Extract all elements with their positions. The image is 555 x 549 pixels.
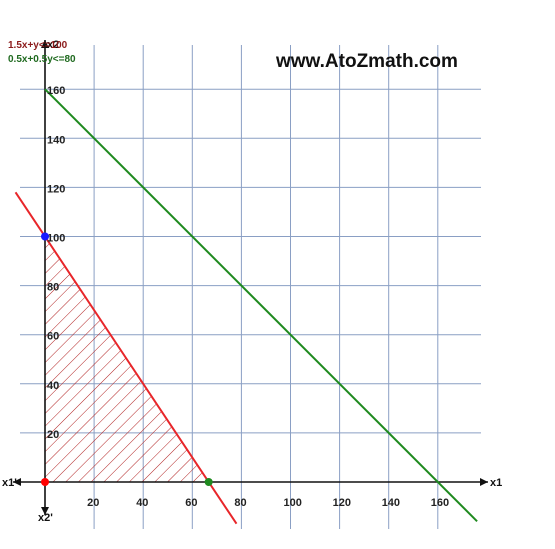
y-axis-label: x2 — [47, 39, 59, 51]
y-tick-label: 60 — [47, 331, 59, 343]
y-axis-arrow-down — [41, 507, 49, 515]
watermark: www.AtoZmath.com — [275, 51, 458, 72]
x-axis-arrow-right — [480, 478, 488, 486]
x-axis-label: x1 — [490, 477, 502, 489]
x-tick-label: 80 — [234, 497, 246, 509]
x-tick-label: 40 — [136, 497, 148, 509]
corner-points — [41, 232, 213, 486]
y-tick-label: 40 — [47, 380, 59, 392]
y-tick-label: 140 — [47, 134, 65, 146]
x-axis-arrow-left — [13, 478, 21, 486]
corner-point — [204, 478, 213, 486]
corner-point — [41, 478, 49, 486]
x-tick-label: 100 — [284, 497, 302, 509]
x-axis-neg-label: x1' — [2, 477, 17, 489]
constraint-line-2 — [44, 88, 478, 522]
x-tick-label: 20 — [87, 497, 99, 509]
y-tick-label: 20 — [47, 429, 59, 441]
x-tick-label: 60 — [185, 497, 197, 509]
legend: 1.5x+y<=100 0.5x+0.5y<=80 — [8, 40, 76, 65]
x-tick-label: 120 — [333, 497, 351, 509]
x-tick-label: 140 — [382, 497, 400, 509]
constraint-line-1 — [14, 191, 238, 525]
corner-point — [41, 232, 49, 241]
y-axis-arrow-up — [41, 40, 49, 48]
y-axis-neg-label: x2' — [38, 512, 53, 524]
y-tick-label: 160 — [47, 85, 65, 97]
legend-constraint-1: 1.5x+y<=100 — [8, 40, 68, 51]
y-tick-label: 100 — [47, 233, 65, 245]
legend-constraint-2: 0.5x+0.5y<=80 — [8, 54, 76, 65]
axes: x1 x1' x2 x2' — [2, 39, 502, 524]
y-tick-label: 80 — [47, 282, 59, 294]
constraint-lines — [14, 88, 478, 525]
tick-labels: 20 40 60 80 100 120 140 160 20 40 60 80 100 120 140 160 — [47, 85, 449, 509]
y-tick-label: 120 — [47, 183, 65, 195]
x-tick-label: 160 — [431, 497, 449, 509]
